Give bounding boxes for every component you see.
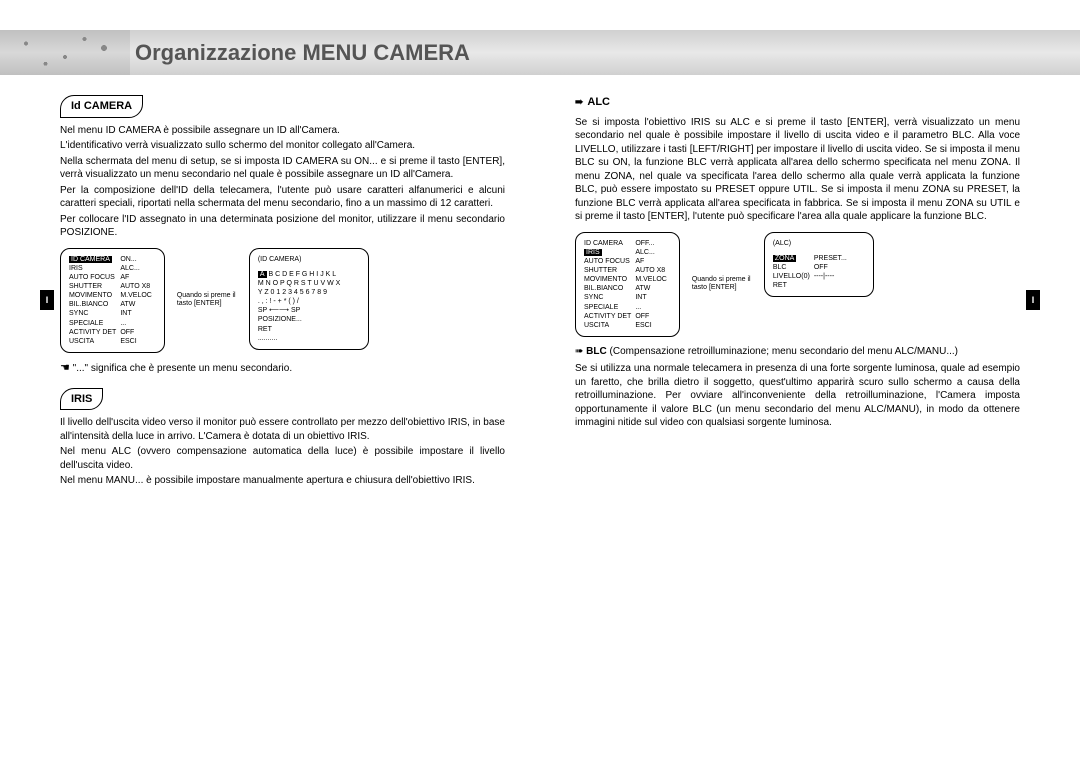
iris-body: Il livello dell'uscita video verso il mo… xyxy=(60,416,505,488)
footnote-text: "..." significa che è presente un menu s… xyxy=(73,363,292,374)
blc-heading-rest: (Compensazione retroilluminazione; menu … xyxy=(607,346,958,357)
alc-diagrams: ID CAMERAOFF...IRISALC...AUTO FOCUSAFSHU… xyxy=(575,232,1020,337)
submenu-title: (ID CAMERA) xyxy=(258,255,360,264)
para: Per la composizione dell'ID della teleca… xyxy=(60,184,505,211)
page-title: Organizzazione MENU CAMERA xyxy=(135,40,470,66)
para: Nel menu ALC (ovvero compensazione autom… xyxy=(60,445,505,472)
content: Id CAMERA Nel menu ID CAMERA è possibile… xyxy=(0,95,1080,494)
para: Nel menu MANU... è possibile impostare m… xyxy=(60,474,505,488)
menu-box-alc-main: ID CAMERAOFF...IRISALC...AUTO FOCUSAFSHU… xyxy=(575,232,680,337)
alc-heading-text: ALC xyxy=(587,95,610,110)
section-heading-iris: IRIS xyxy=(60,388,103,411)
para: L'identificativo verrà visualizzato sull… xyxy=(60,139,505,153)
para: Nella schermata del menu di setup, se si… xyxy=(60,155,505,182)
para: Se si utilizza una normale telecamera in… xyxy=(575,362,1020,430)
idcamera-diagrams: ID CAMERAON...IRISALC...AUTO FOCUSAFSHUT… xyxy=(60,248,505,353)
para: Il livello dell'uscita video verso il mo… xyxy=(60,416,505,443)
arrow-note: Quando si preme il tasto [ENTER] xyxy=(177,292,237,309)
alc-body: Se si imposta l'obiettivo IRIS su ALC e … xyxy=(575,116,1020,224)
right-column: ➠ ALC Se si imposta l'obiettivo IRIS su … xyxy=(555,95,1040,494)
left-column: Id CAMERA Nel menu ID CAMERA è possibile… xyxy=(40,95,525,494)
alc-heading: ➠ ALC xyxy=(575,95,1020,110)
section-heading-idcamera: Id CAMERA xyxy=(60,95,143,118)
para: Se si imposta l'obiettivo IRIS su ALC e … xyxy=(575,116,1020,224)
menu-box-idcamera-sub: (ID CAMERA) A B C D E F G H I J K LM N O… xyxy=(249,248,369,350)
para: Nel menu ID CAMERA è possibile assegnare… xyxy=(60,124,505,138)
blc-body: Se si utilizza una normale telecamera in… xyxy=(575,362,1020,430)
idcamera-body: Nel menu ID CAMERA è possibile assegnare… xyxy=(60,124,505,240)
footnote: ☚ "..." significa che è presente un menu… xyxy=(60,361,505,376)
menu-box-idcamera-main: ID CAMERAON...IRISALC...AUTO FOCUSAFSHUT… xyxy=(60,248,165,353)
header-band: Organizzazione MENU CAMERA xyxy=(0,30,1080,75)
menu-box-alc-sub: (ALC) ZONAPRESET...BLCOFFLIVELLO(0)----|… xyxy=(764,232,874,297)
arrow-icon: ➠ xyxy=(575,346,583,357)
blc-heading-row: ➠ BLC (Compensazione retroilluminazione;… xyxy=(575,345,1020,359)
submenu-title: (ALC) xyxy=(773,239,865,248)
arrow-note: Quando si preme il tasto [ENTER] xyxy=(692,276,752,293)
hand-pointer-icon: ☚ xyxy=(60,362,70,374)
para: Per collocare l'ID assegnato in una dete… xyxy=(60,213,505,240)
arrow-icon: ➠ xyxy=(575,96,583,110)
header-texture xyxy=(0,30,130,75)
blc-heading-bold: BLC xyxy=(586,346,607,357)
